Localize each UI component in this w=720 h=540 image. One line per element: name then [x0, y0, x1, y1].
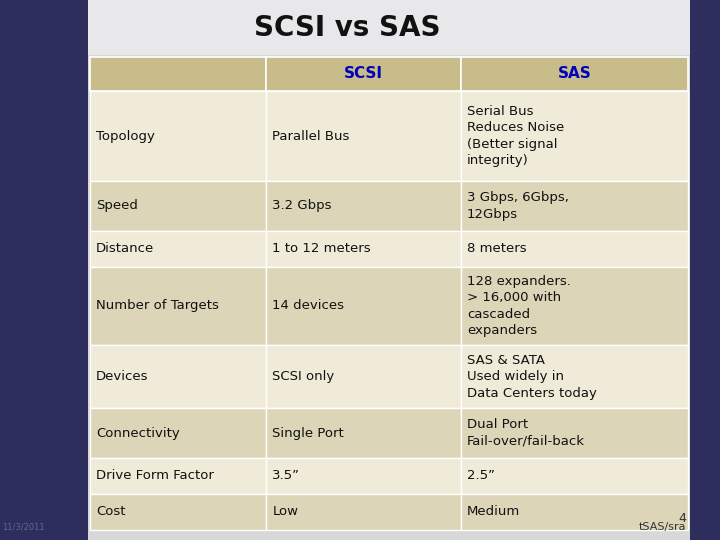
Text: Devices: Devices: [96, 370, 148, 383]
Bar: [266, 231, 461, 267]
Text: Cost: Cost: [96, 505, 125, 518]
Text: SCSI vs SAS: SCSI vs SAS: [253, 14, 440, 42]
Bar: [461, 231, 688, 267]
Text: Serial Bus
Reduces Noise
(Better signal
integrity): Serial Bus Reduces Noise (Better signal …: [467, 105, 564, 167]
Bar: [461, 346, 688, 408]
Bar: [266, 267, 461, 346]
Text: 128 expanders.
> 16,000 with
cascaded
expanders: 128 expanders. > 16,000 with cascaded ex…: [467, 275, 571, 338]
Bar: [266, 91, 461, 181]
Bar: [88, 0, 690, 540]
Text: Number of Targets: Number of Targets: [96, 300, 219, 313]
Text: 3.2 Gbps: 3.2 Gbps: [272, 199, 332, 212]
Text: SAS & SATA
Used widely in
Data Centers today: SAS & SATA Used widely in Data Centers t…: [467, 354, 597, 400]
Bar: [90, 494, 266, 530]
Bar: [266, 57, 461, 91]
Bar: [90, 181, 266, 231]
Bar: [461, 494, 688, 530]
Bar: [90, 231, 266, 267]
Text: Speed: Speed: [96, 199, 138, 212]
Bar: [461, 181, 688, 231]
Text: 4: 4: [678, 512, 686, 525]
Bar: [90, 57, 266, 91]
Text: Topology: Topology: [96, 130, 155, 143]
Text: Dual Port
Fail-over/fail-back: Dual Port Fail-over/fail-back: [467, 418, 585, 448]
Bar: [90, 91, 266, 181]
Bar: [690, 0, 720, 540]
Text: 2.5”: 2.5”: [467, 469, 495, 482]
Bar: [90, 458, 266, 494]
Bar: [88, 0, 690, 55]
Text: 14 devices: 14 devices: [272, 300, 344, 313]
Text: Single Port: Single Port: [272, 427, 344, 440]
Bar: [266, 181, 461, 231]
Text: SAS: SAS: [557, 66, 591, 82]
Text: 1 to 12 meters: 1 to 12 meters: [272, 242, 371, 255]
Bar: [461, 91, 688, 181]
Bar: [0, 0, 88, 540]
Bar: [461, 267, 688, 346]
Bar: [266, 346, 461, 408]
Text: 8 meters: 8 meters: [467, 242, 526, 255]
Bar: [90, 267, 266, 346]
Bar: [266, 458, 461, 494]
Text: Drive Form Factor: Drive Form Factor: [96, 469, 214, 482]
Text: Connectivity: Connectivity: [96, 427, 180, 440]
Text: 3 Gbps, 6Gbps,
12Gbps: 3 Gbps, 6Gbps, 12Gbps: [467, 191, 569, 220]
Text: tSAS/sra: tSAS/sra: [639, 522, 686, 532]
Bar: [266, 408, 461, 458]
Bar: [461, 57, 688, 91]
Text: Parallel Bus: Parallel Bus: [272, 130, 350, 143]
Text: Distance: Distance: [96, 242, 154, 255]
Text: 3.5”: 3.5”: [272, 469, 300, 482]
Text: Low: Low: [272, 505, 298, 518]
Bar: [461, 408, 688, 458]
Bar: [90, 346, 266, 408]
Text: Medium: Medium: [467, 505, 520, 518]
Text: SCSI: SCSI: [344, 66, 383, 82]
Text: SCSI only: SCSI only: [272, 370, 335, 383]
Text: 11/3/2011: 11/3/2011: [2, 523, 45, 532]
Bar: [266, 494, 461, 530]
Bar: [90, 408, 266, 458]
Bar: [461, 458, 688, 494]
